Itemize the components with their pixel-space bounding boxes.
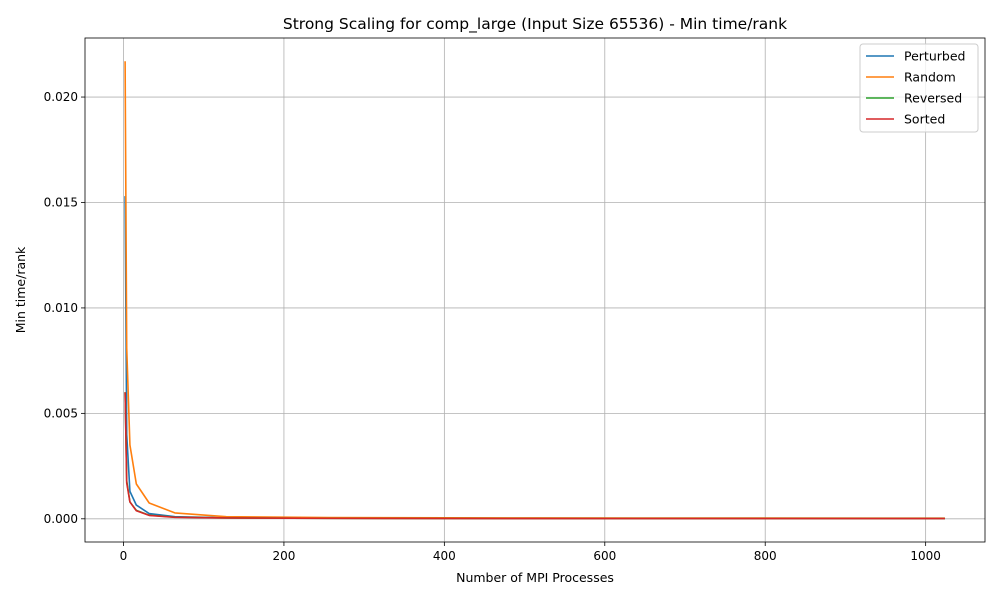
legend-label-sorted: Sorted xyxy=(904,112,945,127)
x-tick-label: 0 xyxy=(120,549,128,563)
legend-label-random: Random xyxy=(904,70,956,85)
y-axis-label: Min time/rank xyxy=(13,246,28,333)
legend-box xyxy=(859,43,979,133)
x-tick-label: 600 xyxy=(593,549,616,563)
x-tick-label: 800 xyxy=(754,549,777,563)
legend-label-perturbed: Perturbed xyxy=(904,49,965,64)
x-axis-label: Number of MPI Processes xyxy=(456,570,614,585)
x-tick-label: 400 xyxy=(433,549,456,563)
chart-title: Strong Scaling for comp_large (Input Siz… xyxy=(283,15,787,34)
y-tick-label: 0.015 xyxy=(44,195,78,209)
y-tick-label: 0.010 xyxy=(44,301,78,315)
legend-label-reversed: Reversed xyxy=(904,91,962,106)
legend: Perturbed Random Reversed Sorted xyxy=(859,43,979,133)
series-line-sorted xyxy=(124,392,945,520)
y-tick-label: 0.000 xyxy=(44,512,78,526)
y-tick-label: 0.020 xyxy=(44,90,78,104)
plot-area-frame xyxy=(84,37,986,543)
series-lines xyxy=(124,61,945,520)
axis-ticks: 0 200 400 600 800 1000 0.000 0.005 0.010 0.015 0.0… xyxy=(44,90,941,563)
x-tick-label: 200 xyxy=(272,549,295,563)
y-tick-label: 0.005 xyxy=(44,406,78,420)
x-tick-label: 1000 xyxy=(910,549,941,563)
